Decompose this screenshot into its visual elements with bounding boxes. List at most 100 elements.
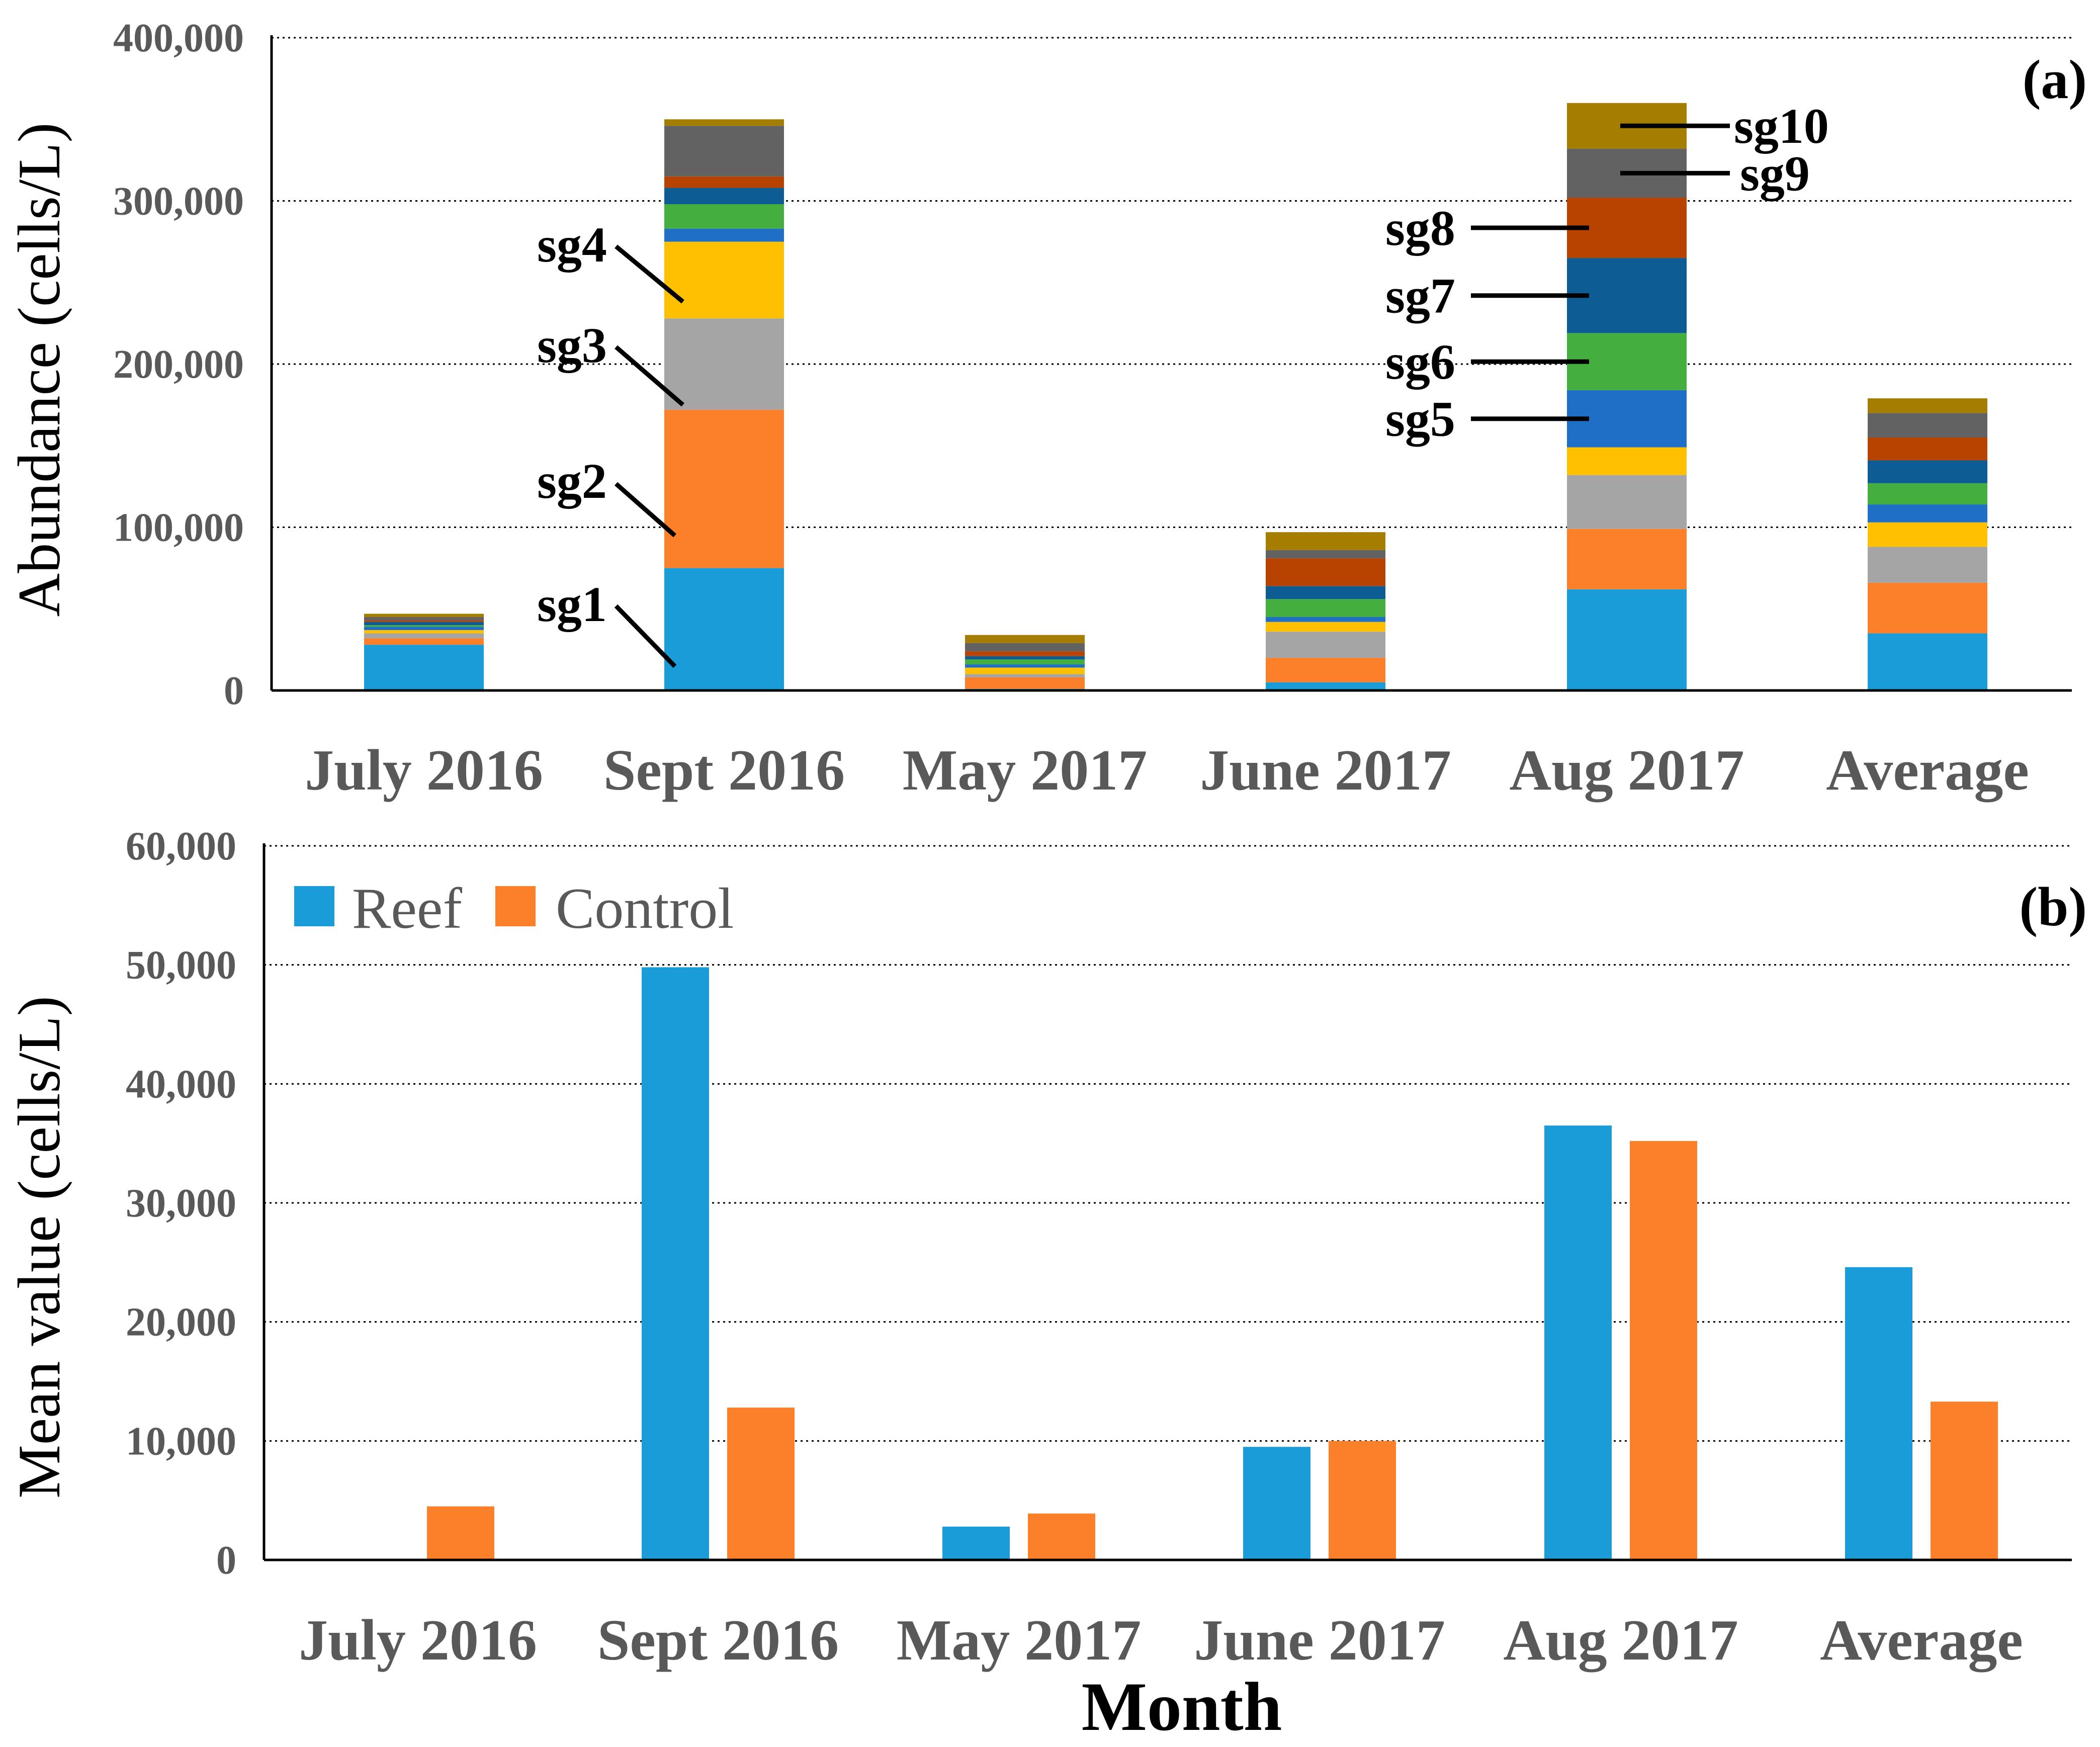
bar-segment-sg10 <box>664 119 784 126</box>
legend-label-control: Control <box>556 877 734 941</box>
panel-b-y-ticks: 0 10,000 20,000 30,000 40,000 50,000 60,000 <box>126 824 236 1583</box>
b-y-tick-label: 60,000 <box>126 824 236 868</box>
bar-segment-sg8 <box>364 620 484 622</box>
bar-segment-sg10 <box>965 635 1085 643</box>
annotation-label-sg6: sg6 <box>1385 334 1455 390</box>
panel-a-gridlines <box>272 37 2072 528</box>
panel-b-category-label: June 2017 <box>1194 1608 1445 1673</box>
bar-segment-sg1 <box>1868 633 1987 690</box>
bar-segment-sg7 <box>1266 586 1385 599</box>
bar-segment-sg6 <box>965 659 1085 665</box>
annotation-label-sg9: sg9 <box>1740 145 1810 201</box>
bar-control <box>1931 1402 1998 1560</box>
panel-b-grouped-bars <box>427 967 1998 1560</box>
panel-a-stacked-bars <box>364 103 1987 690</box>
panel-b-category-label: July 2016 <box>299 1608 537 1673</box>
bar-segment-sg4 <box>965 667 1085 674</box>
panel-a-abundance-chart: 0 100,000 200,000 300,000 400,000 July 2016 S… <box>6 16 2087 803</box>
bar-segment-sg3 <box>364 633 484 639</box>
bar-segment-sg7 <box>1868 460 1987 483</box>
panel-a-y-ticks: 0 100,000 200,000 300,000 400,000 <box>113 16 244 713</box>
bar-control <box>1028 1513 1095 1560</box>
bar-segment-sg5 <box>1266 617 1385 622</box>
panel-a-category-label: May 2017 <box>903 738 1148 803</box>
panel-a-category-label: June 2017 <box>1200 738 1451 803</box>
bar-segment-sg10 <box>364 614 484 617</box>
bar-segment-sg7 <box>965 656 1085 660</box>
bar-segment-sg9 <box>1868 413 1987 438</box>
annotation-label-sg1: sg1 <box>537 576 607 632</box>
panel-a-category-label: July 2016 <box>305 738 543 803</box>
panel-b-label: (b) <box>2020 876 2087 937</box>
legend-swatch-control <box>495 886 536 926</box>
panel-b-category-label: May 2017 <box>897 1608 1142 1673</box>
bar-segment-sg3 <box>1266 632 1385 658</box>
bar-segment-sg5 <box>664 228 784 242</box>
bar-segment-sg7 <box>364 622 484 626</box>
bar-segment-sg1 <box>1567 589 1687 690</box>
bar-segment-sg2 <box>965 677 1085 689</box>
bar-segment-sg3 <box>1567 475 1687 529</box>
bar-segment-sg9 <box>364 617 484 621</box>
panel-b-category-labels: July 2016 Sept 2016 May 2017 June 2017 Aug 2… <box>299 1608 2023 1673</box>
bar-segment-sg4 <box>1567 447 1687 475</box>
bar-reef <box>1243 1447 1310 1560</box>
annotation-label-sg3: sg3 <box>537 317 607 373</box>
bar-segment-sg3 <box>664 318 784 410</box>
bar-segment-sg5 <box>965 664 1085 668</box>
annotation-label-sg5: sg5 <box>1385 391 1455 447</box>
bar-segment-sg6 <box>364 625 484 627</box>
b-y-tick-label: 30,000 <box>126 1181 236 1226</box>
bar-segment-sg8 <box>965 651 1085 656</box>
b-y-tick-label: 10,000 <box>126 1419 236 1463</box>
annotation-label-sg4: sg4 <box>537 217 607 273</box>
bar-segment-sg9 <box>1266 550 1385 559</box>
bar-segment-sg2 <box>364 638 484 645</box>
b-y-tick-label: 50,000 <box>126 943 236 988</box>
annotation-label-sg8: sg8 <box>1385 200 1455 256</box>
bar-segment-sg4 <box>1266 622 1385 632</box>
bar-segment-sg8 <box>664 176 784 188</box>
bar-segment-sg7 <box>664 188 784 204</box>
b-y-tick-label: 40,000 <box>126 1062 236 1106</box>
bar-segment-sg4 <box>1868 522 1987 547</box>
annotation-leader-sg4 <box>615 244 684 304</box>
a-y-tick-label: 400,000 <box>113 16 244 60</box>
panel-b-category-label: Aug 2017 <box>1503 1608 1738 1673</box>
bar-segment-sg2 <box>1868 582 1987 634</box>
bar-reef <box>642 967 709 1560</box>
b-y-tick-label: 20,000 <box>126 1300 236 1345</box>
bar-segment-sg3 <box>1868 547 1987 583</box>
legend-label-reef: Reef <box>352 877 462 941</box>
bar-segment-sg8 <box>1266 558 1385 586</box>
legend-swatch-reef <box>294 886 334 926</box>
annotation-leader-sg1 <box>614 604 677 668</box>
panel-b-gridlines <box>264 845 2072 1442</box>
panel-a-category-label: Average <box>1826 738 2029 803</box>
annotation-leader-sg2 <box>615 482 676 538</box>
bar-segment-sg9 <box>965 643 1085 652</box>
bar-segment-sg1 <box>664 568 784 690</box>
bar-segment-sg6 <box>664 204 784 229</box>
bar-segment-sg4 <box>364 630 484 634</box>
annotation-leader-sg3 <box>615 345 684 407</box>
panel-b-x-axis-title: Month <box>1082 1668 1282 1745</box>
a-y-tick-label: 0 <box>224 669 244 713</box>
panel-a-y-axis-title: Abundance (cells/L) <box>6 123 72 617</box>
bar-segment-sg10 <box>1266 532 1385 550</box>
bar-segment-sg9 <box>664 126 784 177</box>
bar-segment-sg4 <box>664 241 784 319</box>
panel-a-label: (a) <box>2023 49 2087 110</box>
bar-reef <box>942 1526 1010 1560</box>
bar-control <box>427 1506 494 1560</box>
panel-b-category-label: Sept 2016 <box>597 1608 839 1673</box>
bar-segment-sg5 <box>364 627 484 630</box>
bar-control <box>1329 1441 1396 1560</box>
bar-segment-sg6 <box>1266 599 1385 617</box>
annotation-label-sg10: sg10 <box>1734 98 1829 154</box>
panel-a-category-labels: July 2016 Sept 2016 May 2017 June 2017 Aug 2… <box>305 738 2029 803</box>
panel-b-y-axis-title: Mean value (cells/L) <box>6 996 72 1499</box>
bar-segment-sg1 <box>364 645 484 690</box>
